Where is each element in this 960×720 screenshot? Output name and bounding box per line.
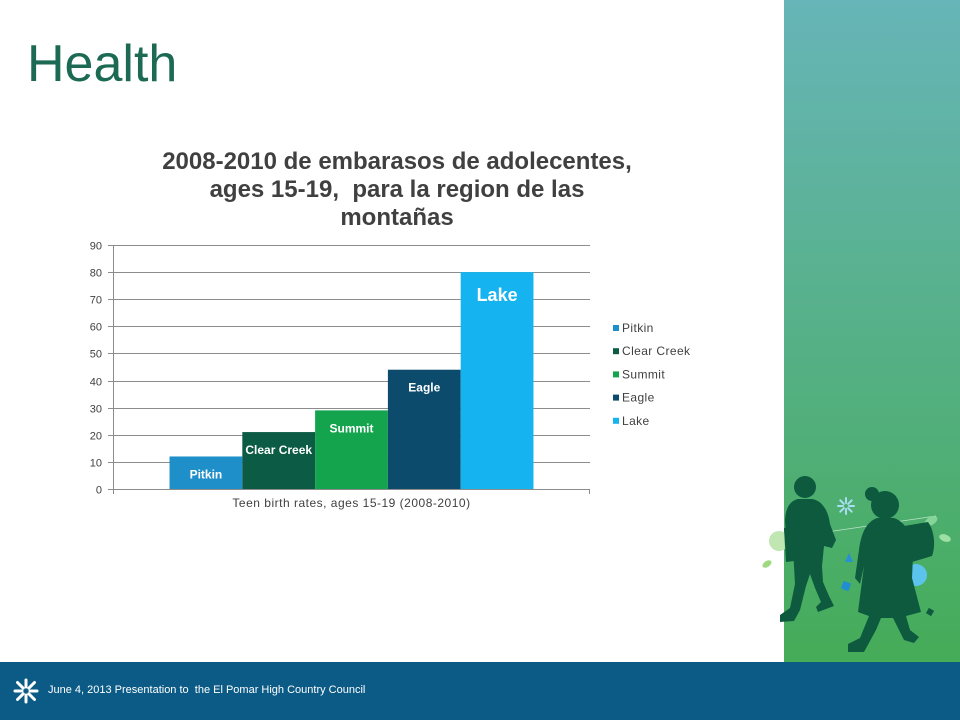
legend-marker-lake <box>613 417 619 424</box>
data-label-clear-creek: Clear Creek <box>245 443 312 457</box>
bar-chart: 0 10 20 30 40 50 60 70 80 90 Pitkin Clear Creek Summ… <box>90 241 691 511</box>
legend-marker-pitkin <box>613 325 619 331</box>
square-decoration <box>840 580 852 592</box>
bar-clear-creek <box>242 432 316 489</box>
data-label-lake: Lake <box>477 285 518 305</box>
y-tick-label: 30 <box>90 404 102 416</box>
leaf-decoration <box>762 560 772 568</box>
footer-text: June 4, 2013 Presentation to the El Poma… <box>48 684 366 696</box>
legend-marker-clear-creek <box>613 348 619 355</box>
y-tick-label: 70 <box>90 295 102 307</box>
boy-silhouette <box>780 476 836 622</box>
y-tick-label: 80 <box>90 268 102 280</box>
slide-title: Health <box>27 35 178 93</box>
y-tick-label: 60 <box>90 322 102 334</box>
legend-label-eagle: Eagle <box>622 391 655 405</box>
chart-title: 2008-2010 de embarasos de adolecentes, a… <box>162 148 639 231</box>
legend-label-summit: Summit <box>622 367 665 381</box>
category-label: Teen birth rates, ages 15-19 (2008-2010) <box>232 496 470 510</box>
legend-marker-eagle <box>613 394 619 401</box>
legend-label-pitkin: Pitkin <box>622 321 654 335</box>
y-tick-label: 40 <box>90 377 102 389</box>
light-green-circle-decoration <box>769 531 789 551</box>
leaf-decoration <box>939 534 951 542</box>
data-label-summit: Summit <box>329 421 373 435</box>
y-tick-label: 90 <box>90 241 102 253</box>
y-tick-label: 10 <box>90 458 102 470</box>
triangle-decoration <box>845 553 853 562</box>
bar-eagle <box>387 369 461 489</box>
children-silhouette-icon <box>762 476 951 652</box>
y-tick-label: 20 <box>90 431 102 443</box>
bar-lake <box>460 272 534 489</box>
data-label-pitkin: Pitkin <box>190 467 223 481</box>
flower-logo-icon <box>13 678 39 704</box>
girl-silhouette <box>848 487 935 652</box>
legend-label-lake: Lake <box>622 414 650 428</box>
small-square-decoration <box>925 607 935 617</box>
data-label-eagle: Eagle <box>408 381 440 395</box>
legend-marker-summit <box>613 371 619 378</box>
legend-label-clear-creek: Clear Creek <box>622 344 691 358</box>
y-tick-label: 50 <box>90 349 102 361</box>
sparkle-icon <box>837 497 855 515</box>
footer-bar: June 4, 2013 Presentation to the El Poma… <box>0 662 960 720</box>
bar-pitkin <box>169 456 243 489</box>
bar-summit <box>315 410 388 489</box>
y-tick-label: 0 <box>96 485 102 497</box>
